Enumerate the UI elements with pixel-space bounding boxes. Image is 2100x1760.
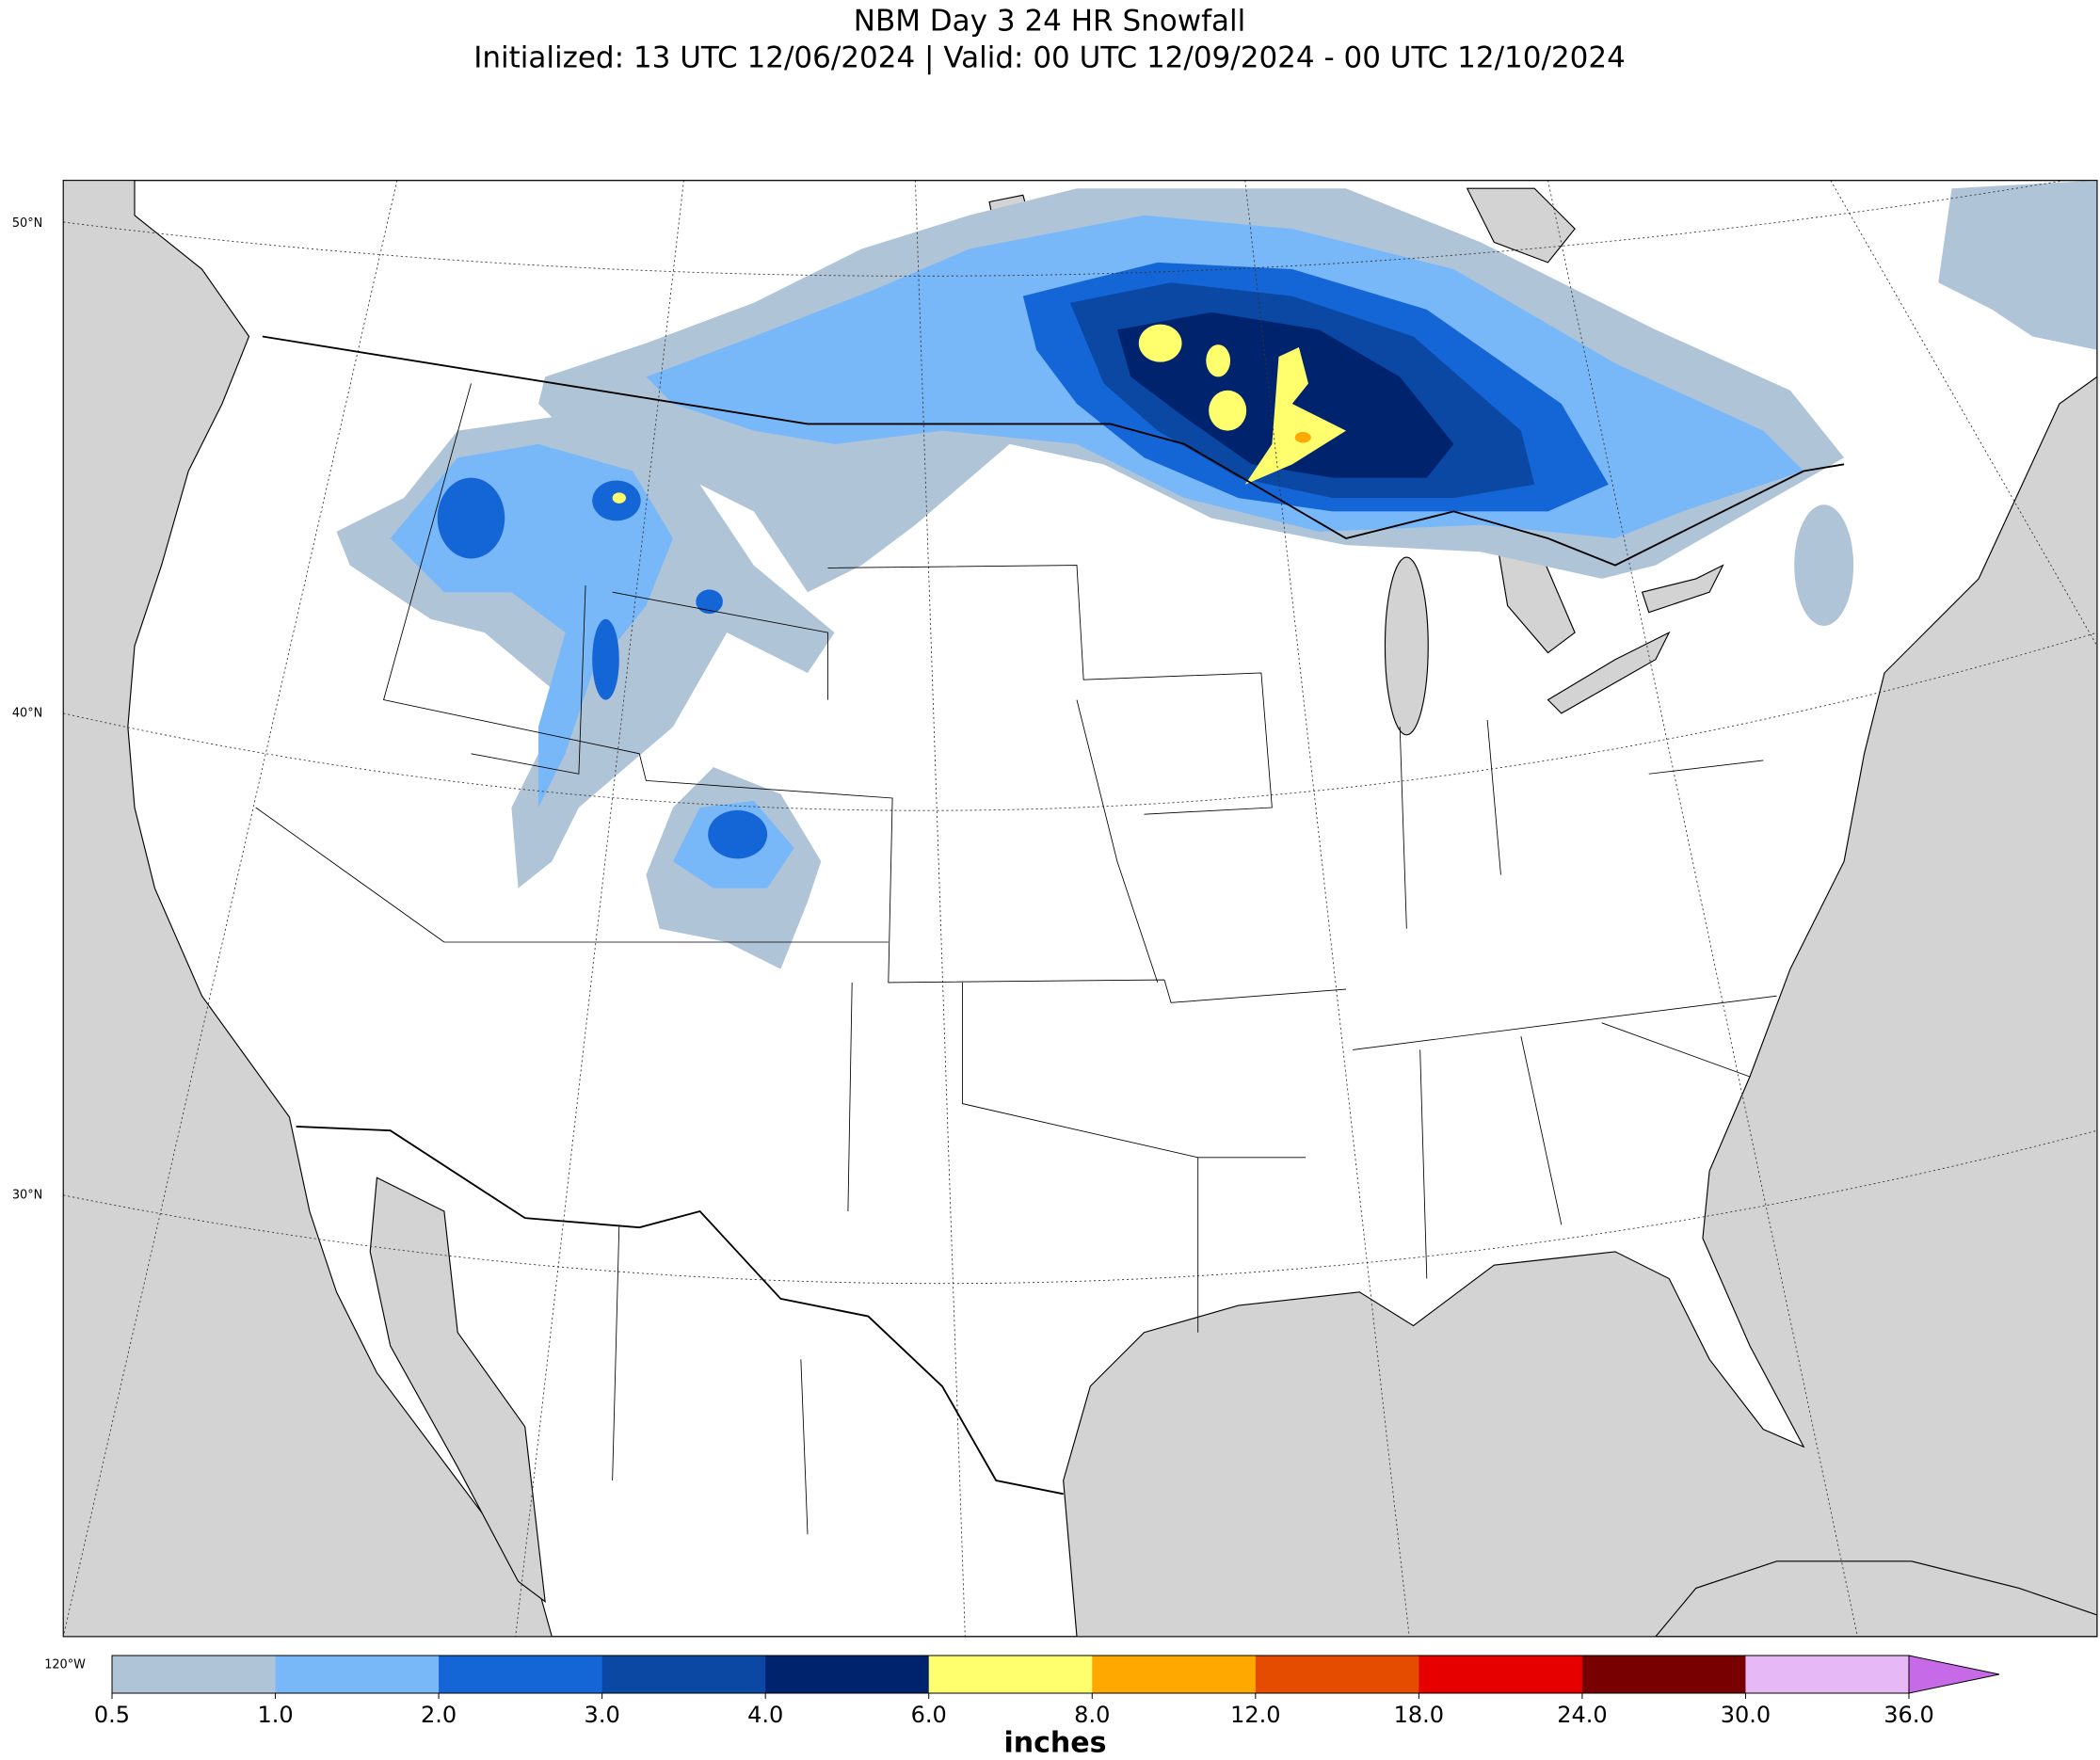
lat-label: 30°N [12, 1188, 42, 1202]
colorbar-segment [601, 1656, 766, 1693]
snow-region [1206, 344, 1231, 377]
lat-label: 40°N [12, 706, 42, 720]
colorbar-tick-label: 6.0 [911, 1702, 947, 1728]
subtitle: Initialized: 13 UTC 12/06/2024 | Valid: … [473, 41, 1626, 75]
snow-region [1244, 346, 1347, 485]
colorbar-tick-label: 3.0 [585, 1702, 620, 1728]
colorbar-tick-label: 12.0 [1230, 1702, 1280, 1728]
snow-region [708, 809, 768, 859]
colorbar-tick-label: 4.0 [747, 1702, 783, 1728]
colorbar: 0.5 1.0 2.0 3.0 4.0 6.0 8.0 12.0 18.0 24.0 30.0 36.… [94, 1655, 2000, 1728]
snow-region [1938, 180, 2097, 350]
colorbar-segment [1255, 1656, 1419, 1693]
lat-label: 50°N [12, 216, 42, 231]
colorbar-tick-label: 0.5 [94, 1702, 130, 1728]
snow-region [592, 618, 619, 700]
title: NBM Day 3 24 HR Snowfall [854, 5, 1246, 39]
colorbar-segment [765, 1656, 930, 1693]
colorbar-tick-label: 36.0 [1884, 1702, 1933, 1728]
colorbar-segment [112, 1656, 277, 1693]
colorbar-tick-label: 1.0 [257, 1702, 293, 1728]
colorbar-tick-label: 24.0 [1557, 1702, 1607, 1728]
snow-region [1209, 390, 1247, 431]
colorbar-segment [1581, 1656, 1746, 1693]
snow-region [696, 589, 723, 615]
colorbar-segment [928, 1656, 1093, 1693]
colorbar-tick-label: 30.0 [1721, 1702, 1771, 1728]
snow-region [1794, 504, 1854, 626]
map: 50°N 40°N 30°N 120°W [12, 180, 2098, 1672]
colorbar-tick-label: 8.0 [1074, 1702, 1110, 1728]
colorbar-segment [1092, 1656, 1257, 1693]
snow-region [437, 477, 505, 559]
national-borders [262, 335, 1845, 1496]
colorbar-segment [439, 1656, 603, 1693]
colorbar-segment [1745, 1656, 1910, 1693]
snow-region [612, 492, 626, 504]
lon-label: 120°W [44, 1657, 86, 1672]
state-borders [255, 383, 1777, 1535]
colorbar-segment [1419, 1656, 1583, 1693]
graticule [63, 180, 2097, 1637]
colorbar-outline [111, 1655, 1910, 1694]
map-frame [62, 180, 2098, 1638]
snow-region [1294, 432, 1311, 443]
snow-region [1138, 324, 1182, 362]
water-bodies [369, 187, 2097, 1637]
colorbar-tick-label: 2.0 [421, 1702, 457, 1728]
colorbar-extension [1908, 1655, 2000, 1694]
colorbar-segment [275, 1656, 440, 1693]
snowfall [336, 180, 2097, 969]
colorbar-tick-label: 18.0 [1394, 1702, 1444, 1728]
colorbar-unit: inches [1004, 1727, 1107, 1760]
